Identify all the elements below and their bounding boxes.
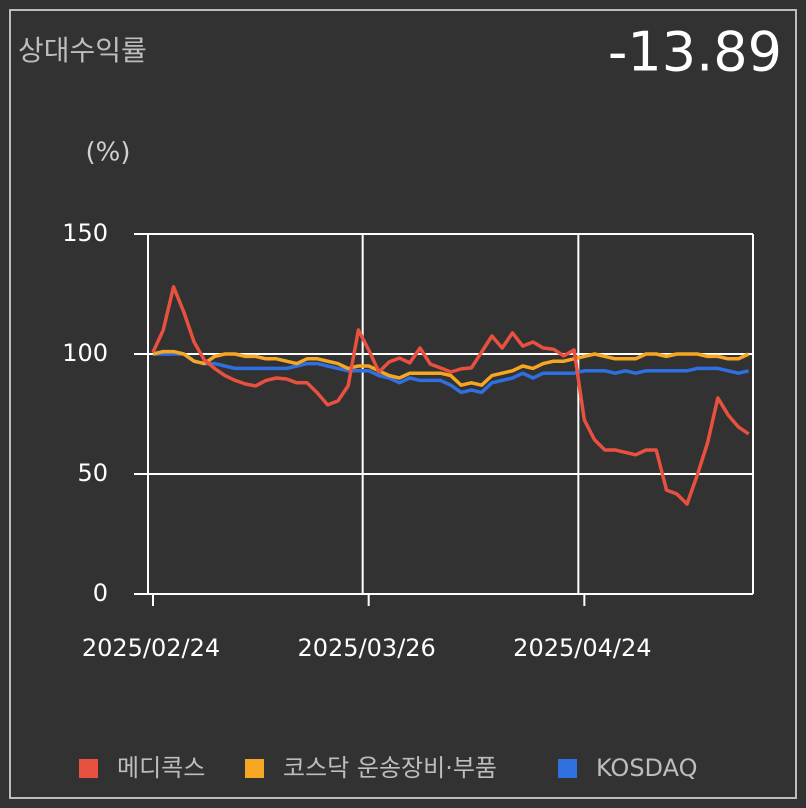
x-tick-label: 2025/04/24 xyxy=(513,634,651,662)
series-line xyxy=(153,352,750,395)
x-tick-label: 2025/02/24 xyxy=(82,634,220,662)
legend-label: KOSDAQ xyxy=(596,754,698,782)
series-line xyxy=(152,349,750,387)
series-line xyxy=(151,285,750,506)
legend-swatch xyxy=(79,759,98,778)
legend-swatch xyxy=(558,759,577,778)
frame xyxy=(9,9,797,799)
legend-swatch xyxy=(245,759,264,778)
y-tick-label: 50 xyxy=(77,459,108,487)
y-tick-label: 150 xyxy=(62,219,108,247)
legend-label: 메디콕스 xyxy=(117,754,205,782)
chart-title: 상대수익률 xyxy=(18,34,147,67)
y-axis-label: (%) xyxy=(86,138,131,168)
legend-label: 코스닥 운송장비·부품 xyxy=(283,754,497,782)
x-tick-label: 2025/03/26 xyxy=(298,634,436,662)
headline-value: -13.89 xyxy=(608,21,782,84)
y-tick-label: 0 xyxy=(93,579,108,607)
y-tick-label: 100 xyxy=(62,339,108,367)
